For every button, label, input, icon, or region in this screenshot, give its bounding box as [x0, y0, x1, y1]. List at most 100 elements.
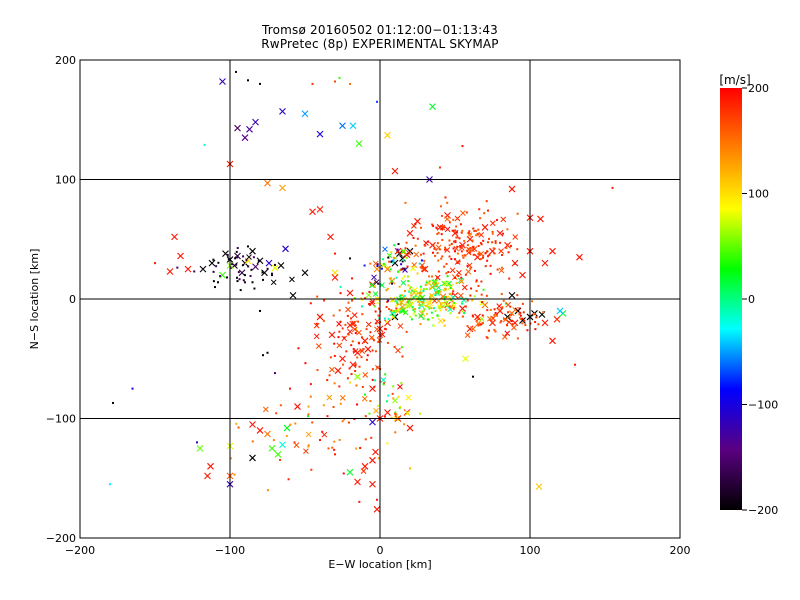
data-point-dot	[334, 80, 336, 83]
cloud-dot	[496, 268, 499, 271]
cloud-dot	[467, 231, 470, 234]
cloud-dot	[339, 320, 342, 323]
cloud-dot	[342, 363, 345, 366]
cloud-dot	[469, 294, 472, 297]
data-point-dot	[289, 387, 291, 390]
cloud-dot	[235, 422, 238, 425]
data-point-x	[261, 269, 268, 277]
cloud-dot	[452, 247, 455, 250]
cloud-x	[441, 280, 448, 287]
cloud-x	[435, 284, 442, 291]
cloud-dot	[434, 291, 437, 294]
cloud-dot	[438, 248, 441, 251]
data-point-x	[391, 167, 399, 175]
cloud-dot	[391, 282, 394, 285]
cloud-dot	[338, 385, 341, 388]
cloud-x	[397, 383, 403, 390]
data-point-x	[246, 125, 253, 133]
cloud-dot	[361, 305, 364, 308]
cloud-x	[432, 279, 439, 285]
cloud-dot	[521, 302, 524, 305]
cloud-dot	[273, 263, 276, 266]
cloud-dot	[454, 277, 457, 280]
cloud-dot	[386, 300, 389, 303]
cloud-x	[345, 306, 351, 313]
cloud-x	[402, 267, 408, 273]
cloud-dot	[488, 253, 491, 256]
data-point-dot	[109, 483, 111, 486]
cloud-dot	[373, 386, 376, 389]
cloud-dot	[390, 416, 393, 419]
cloud-dot	[506, 228, 509, 231]
cloud-dot	[405, 330, 408, 333]
cloud-dot	[371, 337, 374, 340]
data-point-x	[346, 468, 354, 476]
cloud-dot	[504, 302, 507, 305]
cloud-dot	[505, 324, 508, 327]
data-point-x	[349, 361, 357, 369]
cloud-dot	[239, 289, 242, 292]
cloud-dot	[412, 296, 415, 299]
cloud-dot	[250, 268, 253, 271]
cloud-dot	[509, 305, 512, 308]
cloud-x	[451, 302, 457, 309]
data-point-dot	[338, 76, 341, 79]
cloud-dot	[524, 324, 527, 327]
cloud-dot	[414, 314, 417, 317]
cloud-x	[362, 371, 369, 378]
cloud-dot	[419, 299, 422, 302]
cloud-x	[374, 318, 381, 325]
data-point-x	[249, 454, 256, 462]
cloud-dot	[461, 229, 464, 232]
cloud-dot	[458, 311, 461, 314]
cloud-dot	[387, 299, 390, 302]
cloud-dot	[361, 292, 364, 295]
cloud-dot	[466, 264, 469, 267]
data-point-x	[294, 403, 301, 410]
cloud-x	[464, 332, 471, 339]
cloud-dot	[455, 231, 458, 234]
cloud-dot	[417, 296, 420, 299]
cloud-dot	[435, 226, 438, 229]
cloud-dot	[354, 331, 357, 334]
data-point-dot	[439, 166, 441, 169]
cloud-dot	[491, 230, 494, 233]
cloud-dot	[407, 299, 410, 302]
cloud-x	[373, 407, 379, 414]
cloud-x	[429, 292, 435, 299]
cloud-x	[458, 278, 465, 285]
cloud-dot	[377, 457, 380, 460]
cloud-dot	[475, 319, 478, 322]
cloud-dot	[361, 386, 364, 389]
cloud-dot	[487, 241, 490, 244]
cloud-dot	[486, 337, 489, 340]
cloud-dot	[416, 237, 419, 240]
cloud-dot	[516, 294, 519, 297]
cloud-x	[326, 394, 333, 401]
data-point-x	[481, 223, 489, 231]
data-point-dot	[472, 375, 474, 378]
data-point-x	[354, 373, 361, 381]
cloud-dot	[463, 312, 466, 315]
cloud-dot	[363, 341, 366, 344]
data-point-dot	[236, 280, 239, 283]
data-point-dot	[349, 381, 351, 384]
cloud-dot	[480, 243, 483, 246]
cloud-dot	[428, 275, 431, 278]
cloud-x	[487, 315, 493, 322]
cloud-dot	[412, 308, 415, 311]
cloud-dot	[510, 320, 513, 323]
cloud-dot	[486, 209, 489, 212]
cloud-x	[489, 220, 496, 227]
cloud-dot	[452, 290, 455, 293]
cloud-dot	[395, 276, 398, 279]
cloud-dot	[212, 258, 215, 261]
cloud-dot	[500, 292, 503, 295]
cloud-x	[500, 216, 507, 223]
cloud-dot	[398, 407, 401, 410]
cloud-dot	[537, 323, 540, 326]
cloud-dot	[542, 311, 545, 314]
data-point-x	[219, 78, 226, 85]
cloud-dot	[365, 328, 368, 331]
cloud-x	[395, 347, 401, 354]
